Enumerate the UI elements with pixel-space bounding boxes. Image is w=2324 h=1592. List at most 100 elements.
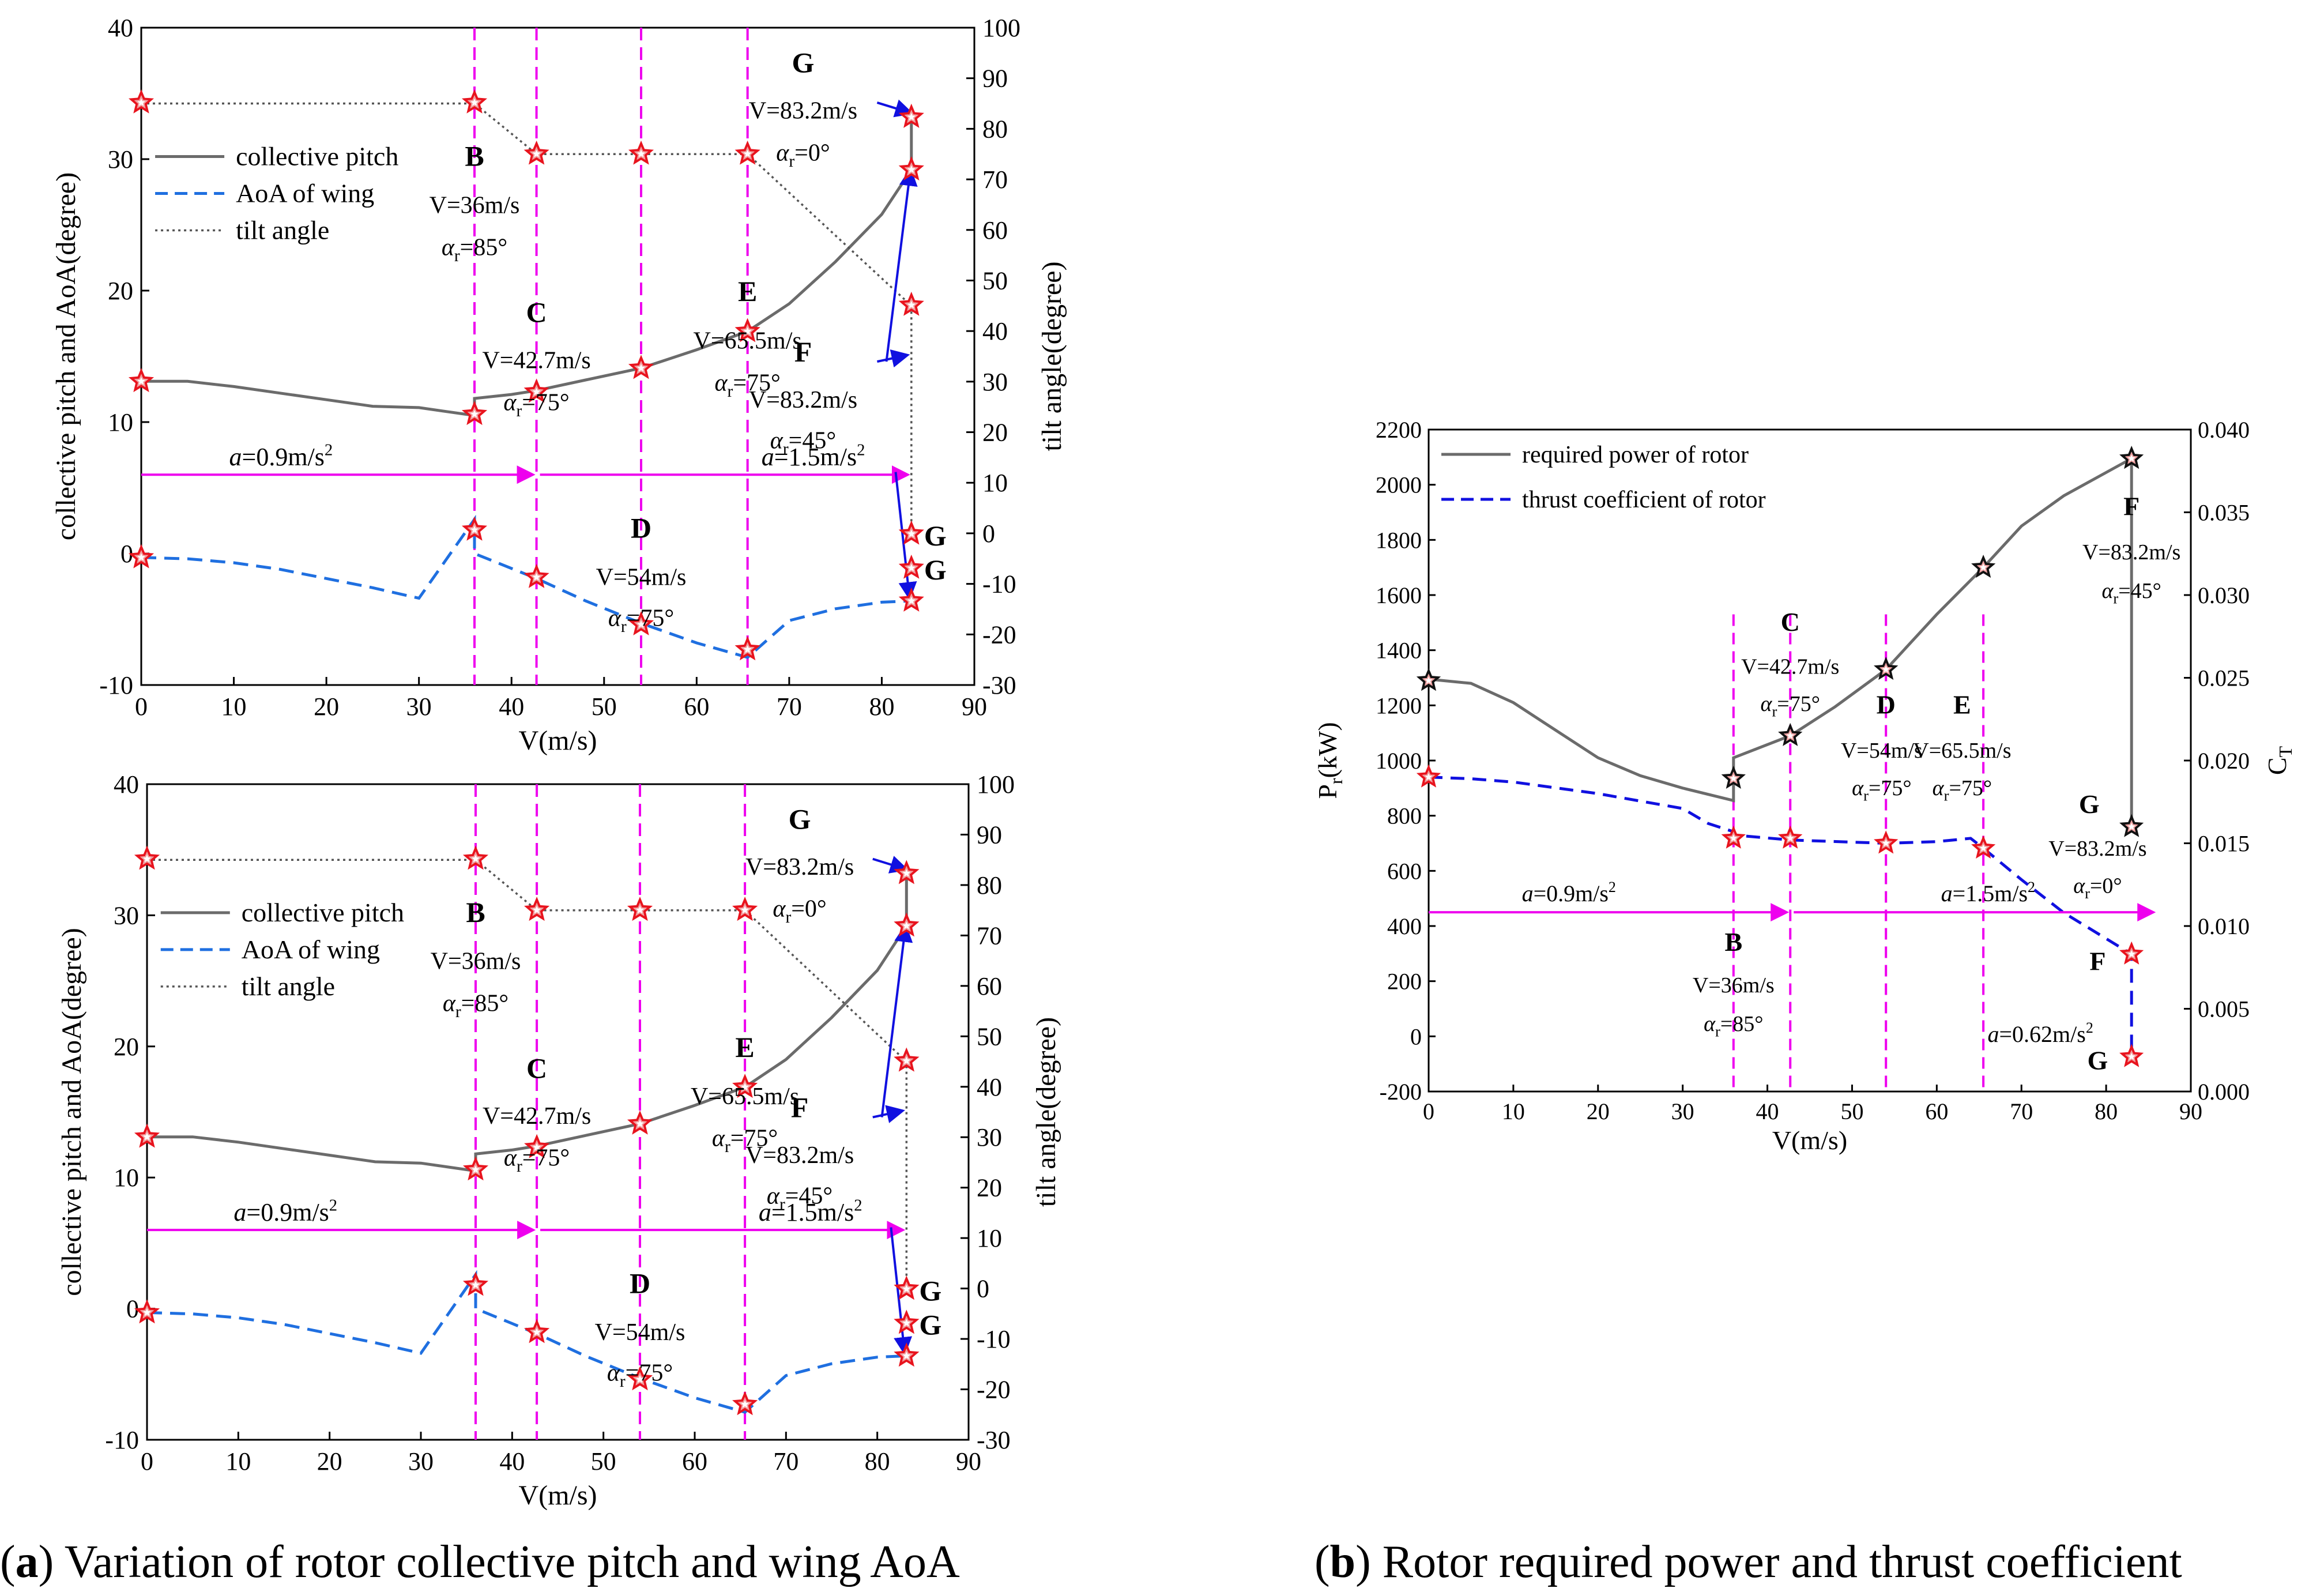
ct-point-star [1971, 835, 1996, 859]
ct-point-star [1416, 764, 1441, 788]
y-tick-label: 20 [114, 1033, 139, 1061]
point-speed-label: V=54m/s [595, 1319, 685, 1346]
data-point-star [894, 1309, 920, 1334]
data-point-star [134, 1123, 160, 1148]
y2-tick-label: 0.015 [2198, 831, 2250, 857]
point-speed-label: V=65.5m/s [691, 1083, 799, 1110]
point-speed-label: V=42.7m/s [482, 348, 590, 374]
data-point-star-inner [633, 902, 647, 916]
data-point-star-inner [529, 570, 544, 584]
y2-tick-label: 0.000 [2198, 1079, 2250, 1105]
x-tick-label: 50 [591, 1447, 616, 1476]
data-point-star-inner [468, 95, 481, 109]
point-label-F: F [794, 336, 812, 368]
data-point-star [628, 611, 654, 635]
data-point-star [462, 1156, 489, 1181]
acceleration-label: a=1.5m/s2 [759, 1197, 862, 1227]
data-point-star [461, 401, 488, 426]
data-point-star-inner [904, 110, 918, 123]
y2-tick-label: 80 [977, 871, 1002, 900]
power-point-star [1721, 765, 1746, 789]
data-point-star [128, 544, 155, 569]
power-point-star [2119, 814, 2144, 837]
x-tick-label: 10 [221, 692, 247, 721]
point-label-G: G [792, 47, 815, 79]
point-tilt-label: αr=75° [1933, 776, 1992, 804]
ct-point-star [1721, 825, 1746, 849]
x-tick-label: 40 [499, 1447, 525, 1476]
ct-point-star-inner [1879, 836, 1893, 849]
chart-panel-a-bottom: 0 10 20 30 40 50 60 70 80 90-10010203040-30-20-10… [57, 770, 1061, 1511]
caption-b-letter: b [1330, 1537, 1356, 1587]
ct-point-star-inner [1783, 831, 1797, 844]
data-point-star-inner [530, 1324, 544, 1338]
data-point-star-inner [633, 1372, 647, 1386]
point-label-side-G: G [924, 554, 947, 586]
data-point-star [894, 1047, 920, 1072]
y2-tick-label: -10 [977, 1325, 1011, 1353]
y-tick-label: 10 [114, 1164, 139, 1192]
transition-arrow [880, 923, 913, 1117]
data-point-star [134, 1299, 160, 1324]
plot-frame [146, 783, 970, 1441]
point-tilt-label: αr=75° [1852, 776, 1911, 804]
power-point-star [1778, 722, 1803, 746]
power-point-star-inner [2125, 819, 2138, 833]
y2-tick-label: 90 [982, 65, 1008, 93]
y-axis-label: Pr(kW) [1313, 722, 1346, 799]
x-tick-label: 0 [141, 1447, 153, 1476]
x-tick-label: 30 [1671, 1098, 1694, 1124]
data-point-star [898, 587, 924, 612]
data-point-star-inner [899, 1053, 914, 1067]
x-tick-label: 60 [1925, 1098, 1948, 1124]
point-speed-label: V=42.7m/s [1741, 654, 1839, 679]
point-speed-label: V=83.2m/s [2082, 540, 2180, 564]
data-point-star-inner [904, 162, 918, 176]
point-tilt-label: αr=75° [712, 1126, 778, 1157]
y2-tick-label: -20 [982, 620, 1016, 649]
y-tick-label: 10 [108, 408, 133, 436]
point-speed-label: V=65.5m/s [1913, 739, 2011, 763]
point-tilt-label: αr=0° [776, 140, 830, 171]
data-point-star-inner [140, 1130, 154, 1143]
data-point-star-inner [530, 1140, 544, 1153]
legend-entry-collective-pitch: collective pitch [236, 141, 398, 171]
y-tick-label: 30 [108, 145, 133, 174]
data-point-star [732, 897, 758, 921]
y2-tick-label: 0.020 [2198, 748, 2250, 774]
plot-frame [140, 27, 975, 686]
point-speed-label: V=83.2m/s [2048, 837, 2146, 861]
transition-arrow [876, 349, 910, 368]
data-point-star [898, 103, 924, 128]
data-point-star [128, 368, 155, 393]
point-speed-label: V=54m/s [596, 564, 687, 591]
data-point-star [524, 1319, 550, 1343]
ct-point-star [1874, 830, 1899, 854]
y-tick-label: 20 [108, 277, 133, 305]
data-point-star-inner [468, 522, 481, 536]
x-tick-label: 10 [1502, 1098, 1525, 1124]
point-tilt-label: αr=0° [2073, 874, 2122, 902]
data-point-star-inner [740, 324, 755, 337]
caption-a-text: Variation of rotor collective pitch and … [54, 1537, 960, 1587]
y2-tick-label: 10 [977, 1224, 1002, 1252]
point-speed-label: V=83.2m/s [749, 97, 857, 124]
x-tick-label: 0 [1423, 1098, 1434, 1124]
point-label-B: B [465, 140, 484, 172]
point-label-D: D [631, 512, 651, 544]
y2-tick-label: 0 [977, 1275, 989, 1303]
data-point-star-inner [140, 852, 154, 865]
data-point-star [461, 516, 488, 541]
power-point-star-inner [1879, 663, 1893, 675]
data-point-star [134, 845, 160, 870]
x-tick-label: 20 [1587, 1098, 1610, 1124]
y2-tick-label: -20 [977, 1376, 1011, 1404]
point-label-F: F [2089, 947, 2105, 976]
series-thrust-coefficient-of-rotor [1428, 776, 2133, 1057]
power-point-star-inner [1727, 771, 1741, 784]
y-tick-label: 800 [1387, 803, 1422, 829]
point-label-side-G: G [924, 520, 947, 552]
y-tick-label: 2200 [1376, 417, 1422, 443]
data-point-star-inner [633, 1116, 647, 1130]
data-point-star-inner [899, 1349, 914, 1362]
